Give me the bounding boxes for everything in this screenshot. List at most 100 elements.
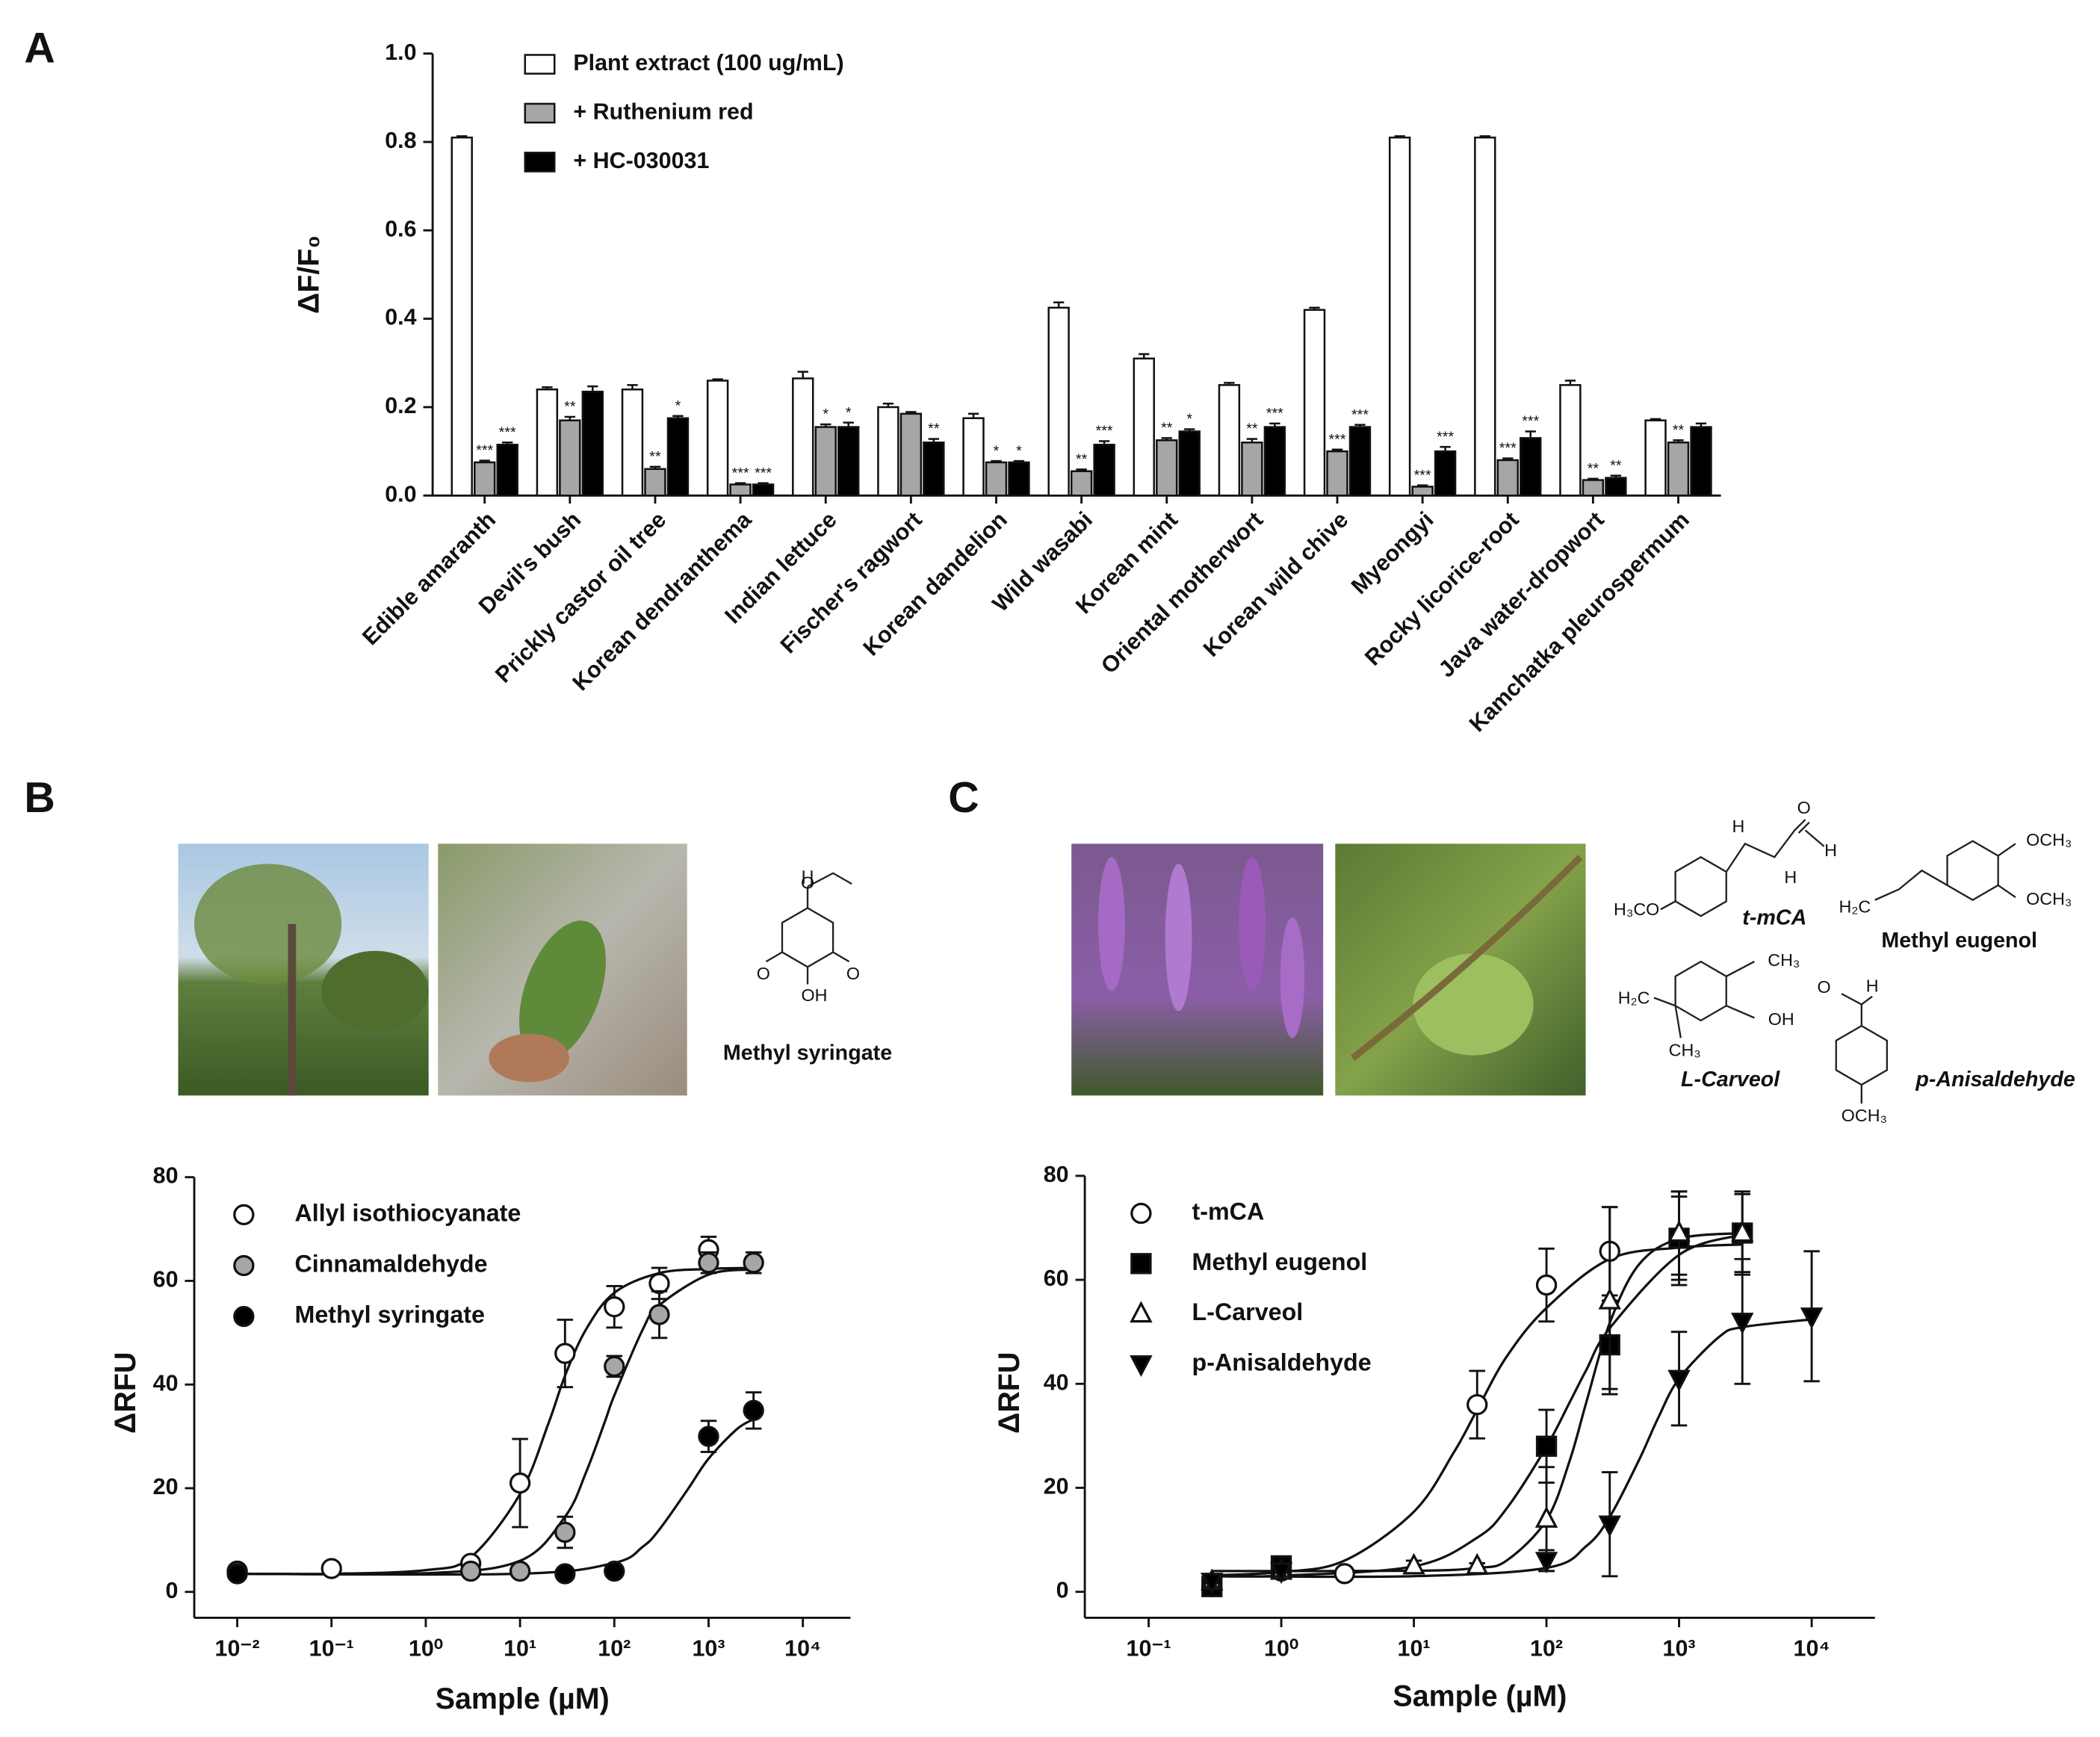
legend-swatch <box>524 152 556 173</box>
significance-label: *** <box>1351 406 1369 423</box>
bar <box>450 136 473 497</box>
atom-label: H₂C <box>1618 988 1650 1007</box>
significance-label: ** <box>1673 422 1685 439</box>
marker <box>604 1295 625 1318</box>
x-tick-label: Edible amaranth <box>357 507 501 651</box>
marker <box>226 1563 248 1585</box>
legend-marker <box>233 1204 255 1226</box>
atom-label: OCH₃ <box>2026 889 2072 908</box>
legend-swatch <box>524 102 556 124</box>
legend-marker <box>233 1254 255 1277</box>
atom-label: O <box>801 873 814 892</box>
bar <box>1496 459 1519 497</box>
legend-label: Methyl eugenol <box>1192 1248 1368 1275</box>
y-tick-label: 0.2 <box>385 393 416 418</box>
significance-label: *** <box>1266 405 1283 421</box>
marker <box>554 1563 576 1585</box>
marker <box>554 1343 576 1364</box>
bar <box>474 461 496 497</box>
x-tick-label: 10³ <box>692 1636 725 1662</box>
x-tick-label: Java water-dropwort <box>1434 507 1609 683</box>
bar <box>962 417 985 497</box>
y-tick-label: 40 <box>153 1370 179 1396</box>
x-tick-label: 10⁻¹ <box>309 1636 354 1662</box>
bar <box>1047 306 1070 497</box>
marker <box>509 1472 531 1494</box>
legend-marker <box>1130 1202 1152 1224</box>
x-tick-label: 10⁻¹ <box>1127 1636 1171 1662</box>
significance-label: ** <box>1246 421 1258 437</box>
marker <box>509 1560 531 1582</box>
legend-label: Allyl isothiocyanate <box>294 1199 521 1226</box>
y-tick-label: 0 <box>1056 1578 1069 1603</box>
bar <box>1434 450 1457 497</box>
legend-marker <box>1130 1253 1152 1275</box>
legend-label: + Ruthenium red <box>573 99 753 125</box>
y-tick-label: 80 <box>153 1163 179 1189</box>
y-tick-label: 60 <box>153 1267 179 1292</box>
marker <box>648 1272 670 1295</box>
marker <box>1201 1573 1224 1595</box>
panel-label: B <box>24 774 55 822</box>
structure: O O O OH Methyl syringate <box>723 870 892 1065</box>
y-tick-label: 20 <box>153 1474 179 1499</box>
marker <box>698 1425 719 1447</box>
marker <box>1402 1552 1425 1575</box>
significance-label: ** <box>1161 420 1173 436</box>
x-axis-label: Sample (µM) <box>436 1682 610 1715</box>
x-tick-label: Myeongyi <box>1346 507 1438 599</box>
bar <box>666 417 690 497</box>
compound-name: Methyl syringate <box>723 1041 892 1065</box>
atom-label: O <box>1797 798 1811 817</box>
y-axis-label: ΔRFU <box>109 1352 142 1434</box>
legend-label: L-Carveol <box>1192 1298 1304 1325</box>
bar <box>1388 136 1411 497</box>
compound-name: Methyl eugenol <box>1881 929 2037 953</box>
legend-swatch <box>524 54 556 75</box>
significance-label: * <box>1016 443 1022 459</box>
marker <box>743 1252 764 1274</box>
significance-label: *** <box>1414 467 1431 483</box>
x-axis-label: Sample (µM) <box>1393 1679 1567 1712</box>
marker <box>1731 1313 1754 1335</box>
x-tick-label: Rocky licorice-root <box>1360 507 1523 671</box>
significance-label: *** <box>1499 440 1517 456</box>
significance-label: *** <box>1096 423 1113 439</box>
bar <box>1520 437 1542 497</box>
x-tick-label: 10² <box>598 1636 631 1662</box>
significance-label: ** <box>649 448 661 465</box>
bar <box>792 377 814 497</box>
legend-marker <box>1130 1301 1153 1323</box>
atom-label: H <box>1866 976 1879 995</box>
marker <box>554 1521 576 1544</box>
bar <box>1326 450 1348 497</box>
atom-label: CH₃ <box>1669 1040 1701 1059</box>
y-axis-label: ΔF/F₀ <box>292 235 325 314</box>
photo <box>438 843 687 1096</box>
structure: O H OCH₃ p-Anisaldehyde <box>1818 976 2075 1125</box>
y-tick-label: 0.8 <box>385 128 416 153</box>
atom-label: H <box>1824 840 1837 860</box>
bar <box>1690 426 1712 497</box>
marker <box>1334 1563 1355 1585</box>
marker <box>1534 1505 1558 1528</box>
significance-label: *** <box>1437 429 1454 445</box>
compound-name: t-mCA <box>1742 905 1806 929</box>
y-tick-label: 0.0 <box>385 481 416 507</box>
marker <box>1535 1435 1558 1457</box>
bar <box>536 388 559 497</box>
bar <box>729 483 752 497</box>
bar <box>1644 419 1667 497</box>
bar <box>1178 430 1201 497</box>
marker <box>1800 1307 1824 1330</box>
marker <box>1598 1287 1621 1310</box>
marker <box>459 1560 482 1582</box>
x-tick-label: 10¹ <box>1398 1636 1431 1662</box>
bar <box>706 380 729 497</box>
y-tick-label: 0.4 <box>385 305 416 330</box>
x-tick-label: Fischer's ragwort <box>775 507 927 659</box>
compound-name: L-Carveol <box>1681 1068 1780 1092</box>
x-tick-label: 10⁻² <box>214 1636 259 1662</box>
panel-label: A <box>24 24 55 72</box>
